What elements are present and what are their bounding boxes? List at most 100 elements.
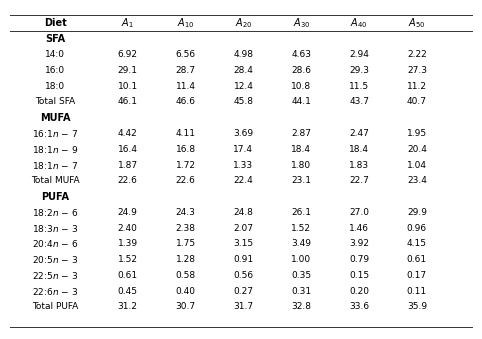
Text: 1.72: 1.72 <box>175 160 196 170</box>
Text: Total MUFA: Total MUFA <box>31 176 80 185</box>
Text: 22.4: 22.4 <box>234 176 253 185</box>
Text: 27.0: 27.0 <box>349 208 369 217</box>
Text: 18:3$n$ − 3: 18:3$n$ − 3 <box>32 223 79 234</box>
Text: Total SFA: Total SFA <box>35 97 76 106</box>
Text: 0.56: 0.56 <box>233 271 254 280</box>
Text: 18.4: 18.4 <box>349 145 369 154</box>
Text: 20:4$n$ − 6: 20:4$n$ − 6 <box>32 238 79 249</box>
Text: 10.8: 10.8 <box>291 82 311 91</box>
Text: 11.5: 11.5 <box>349 82 369 91</box>
Text: 2.22: 2.22 <box>407 50 427 59</box>
Text: 3.69: 3.69 <box>233 129 254 138</box>
Text: 3.15: 3.15 <box>233 239 254 248</box>
Text: 33.6: 33.6 <box>349 302 369 312</box>
Text: $A_{10}$: $A_{10}$ <box>177 16 194 30</box>
Text: PUFA: PUFA <box>41 192 69 201</box>
Text: 0.61: 0.61 <box>407 255 427 264</box>
Text: 1.52: 1.52 <box>118 255 138 264</box>
Text: 24.8: 24.8 <box>233 208 254 217</box>
Text: 0.31: 0.31 <box>291 286 311 296</box>
Text: 31.2: 31.2 <box>118 302 138 312</box>
Text: 28.4: 28.4 <box>233 66 254 75</box>
Text: 18:2$n$ − 6: 18:2$n$ − 6 <box>32 207 79 218</box>
Text: 6.56: 6.56 <box>175 50 196 59</box>
Text: $A_1$: $A_1$ <box>121 16 134 30</box>
Text: 22.7: 22.7 <box>349 176 369 185</box>
Text: 46.1: 46.1 <box>118 97 138 106</box>
Text: 23.4: 23.4 <box>407 176 427 185</box>
Text: 0.11: 0.11 <box>407 286 427 296</box>
Text: 24.9: 24.9 <box>118 208 138 217</box>
Text: 1.87: 1.87 <box>118 160 138 170</box>
Text: 43.7: 43.7 <box>349 97 369 106</box>
Text: 20:5$n$ − 3: 20:5$n$ − 3 <box>32 254 79 265</box>
Text: 4.15: 4.15 <box>407 239 427 248</box>
Text: 6.92: 6.92 <box>118 50 138 59</box>
Text: 11.2: 11.2 <box>407 82 427 91</box>
Text: 2.07: 2.07 <box>233 223 254 233</box>
Text: 24.3: 24.3 <box>175 208 196 217</box>
Text: 1.83: 1.83 <box>349 160 369 170</box>
Text: 0.91: 0.91 <box>233 255 254 264</box>
Text: $A_{40}$: $A_{40}$ <box>350 16 368 30</box>
Text: 4.42: 4.42 <box>118 129 137 138</box>
Text: $A_{20}$: $A_{20}$ <box>235 16 252 30</box>
Text: 45.8: 45.8 <box>233 97 254 106</box>
Text: 28.6: 28.6 <box>291 66 311 75</box>
Text: 1.46: 1.46 <box>349 223 369 233</box>
Text: SFA: SFA <box>45 34 66 44</box>
Text: 29.9: 29.9 <box>407 208 427 217</box>
Text: Total PUFA: Total PUFA <box>32 302 79 312</box>
Text: 18:1$n$ − 9: 18:1$n$ − 9 <box>32 144 79 155</box>
Text: 0.79: 0.79 <box>349 255 369 264</box>
Text: 0.61: 0.61 <box>118 271 138 280</box>
Text: 2.94: 2.94 <box>349 50 369 59</box>
Text: 16:0: 16:0 <box>45 66 66 75</box>
Text: 2.40: 2.40 <box>118 223 138 233</box>
Text: 40.7: 40.7 <box>407 97 427 106</box>
Text: 23.1: 23.1 <box>291 176 311 185</box>
Text: $A_{30}$: $A_{30}$ <box>293 16 310 30</box>
Text: 31.7: 31.7 <box>233 302 254 312</box>
Text: 32.8: 32.8 <box>291 302 311 312</box>
Text: 3.49: 3.49 <box>291 239 311 248</box>
Text: 20.4: 20.4 <box>407 145 427 154</box>
Text: 0.15: 0.15 <box>349 271 369 280</box>
Text: 28.7: 28.7 <box>175 66 196 75</box>
Text: $A_{50}$: $A_{50}$ <box>408 16 426 30</box>
Text: 0.45: 0.45 <box>118 286 138 296</box>
Text: 2.47: 2.47 <box>349 129 369 138</box>
Text: 22:6$n$ − 3: 22:6$n$ − 3 <box>32 286 79 297</box>
Text: 29.1: 29.1 <box>118 66 138 75</box>
Text: 0.35: 0.35 <box>291 271 311 280</box>
Text: 4.98: 4.98 <box>233 50 254 59</box>
Text: Diet: Diet <box>44 18 67 28</box>
Text: 27.3: 27.3 <box>407 66 427 75</box>
Text: 1.33: 1.33 <box>233 160 254 170</box>
Text: 0.96: 0.96 <box>407 223 427 233</box>
Text: 1.39: 1.39 <box>118 239 138 248</box>
Text: 16:1$n$ − 7: 16:1$n$ − 7 <box>32 128 79 139</box>
Text: 16.4: 16.4 <box>118 145 138 154</box>
Text: 22.6: 22.6 <box>175 176 196 185</box>
Text: MUFA: MUFA <box>40 113 71 123</box>
Text: 22.6: 22.6 <box>118 176 138 185</box>
Text: 10.1: 10.1 <box>118 82 138 91</box>
Text: 1.28: 1.28 <box>175 255 196 264</box>
Text: 0.20: 0.20 <box>349 286 369 296</box>
Text: 18:1$n$ − 7: 18:1$n$ − 7 <box>32 160 79 171</box>
Text: 2.38: 2.38 <box>175 223 196 233</box>
Text: 30.7: 30.7 <box>175 302 196 312</box>
Text: 0.40: 0.40 <box>175 286 196 296</box>
Text: 35.9: 35.9 <box>407 302 427 312</box>
Text: 1.52: 1.52 <box>291 223 311 233</box>
Text: 12.4: 12.4 <box>233 82 254 91</box>
Text: 4.63: 4.63 <box>291 50 311 59</box>
Text: 4.11: 4.11 <box>175 129 196 138</box>
Text: 1.75: 1.75 <box>175 239 196 248</box>
Text: 11.4: 11.4 <box>175 82 196 91</box>
Text: 2.87: 2.87 <box>291 129 311 138</box>
Text: 17.4: 17.4 <box>233 145 254 154</box>
Text: 22:5$n$ − 3: 22:5$n$ − 3 <box>32 270 79 281</box>
Text: 14:0: 14:0 <box>45 50 66 59</box>
